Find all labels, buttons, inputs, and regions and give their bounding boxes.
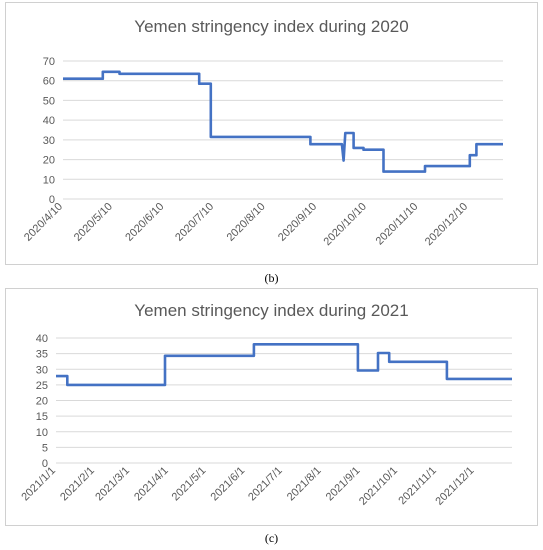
series-line [63, 70, 503, 173]
x-tick-label: 2020/8/10 [225, 201, 268, 244]
x-tick-label: 2021/2/1 [58, 465, 97, 504]
y-tick-label: 10 [43, 174, 55, 186]
y-tick-label: 30 [43, 135, 55, 147]
y-tick-label: 40 [43, 115, 55, 127]
x-tick-label: 2020/6/10 [123, 201, 166, 244]
y-tick-label: 5 [42, 442, 48, 454]
y-tick-label: 15 [36, 411, 48, 423]
y-tick-label: 60 [43, 76, 55, 88]
y-tick-label: 70 [43, 56, 55, 68]
line-chart-2021: 0 5 10 15 20 25 30 35 40 2021/1/1 2021/2/12021/3/1… [19, 333, 512, 508]
chart-title: Yemen stringency index during 2021 [134, 301, 409, 320]
y-tick-label: 30 [36, 364, 48, 376]
y-tick-label: 20 [36, 396, 48, 408]
x-tick-label: 2020/9/10 [276, 201, 319, 244]
y-tick-label: 0 [49, 194, 55, 206]
x-tick-label: 2020/12/10 [423, 201, 470, 248]
x-tick-label: 2021/12/1 [433, 465, 476, 508]
x-tick-label: 2021/4/1 [132, 465, 171, 504]
y-tick-label: 20 [43, 155, 55, 167]
y-tick-label: 50 [43, 95, 55, 107]
y-tick-label: 35 [36, 349, 48, 361]
x-tick-label: 2021/3/1 [93, 465, 132, 504]
x-tick-label: 2021/8/1 [285, 465, 324, 504]
chart-panel-2021: Yemen stringency index during 2021 0 5 10 1… [5, 288, 538, 526]
x-tick-label: 2021/7/1 [246, 465, 285, 504]
y-tick-label: 25 [36, 380, 48, 392]
series-line [56, 342, 512, 387]
x-tick-label: 2020/5/10 [72, 201, 115, 244]
x-tick-label: 2021/6/1 [209, 465, 248, 504]
x-tick-label: 2020/7/10 [173, 201, 216, 244]
x-tick-label: 2020/4/10 [22, 201, 65, 244]
figure-caption-c: (c) [264, 531, 279, 545]
x-tick-label: 2021/11/1 [396, 465, 439, 508]
line-chart-2020: 0 10 20 30 40 50 60 70 2020/4/10 2020/5/10 2020/6/… [22, 56, 503, 248]
x-tick-label: 2021/5/1 [170, 465, 209, 504]
chart-title: Yemen stringency index during 2020 [134, 17, 409, 36]
x-tick-label: 2020/11/10 [374, 201, 421, 248]
x-tick-label: 2021/1/1 [19, 465, 58, 504]
y-tick-label: 10 [36, 427, 48, 439]
x-tick-label: 2021/9/1 [324, 465, 363, 504]
y-tick-label: 0 [42, 458, 48, 470]
x-tick-label: 2020/10/10 [322, 201, 369, 248]
chart-panel-2020: Yemen stringency index during 2020 0 10 20… [5, 2, 538, 265]
y-tick-label: 40 [36, 333, 48, 345]
figure-caption-b: (b) [264, 271, 279, 285]
x-tick-label: 2021/10/1 [357, 465, 400, 508]
